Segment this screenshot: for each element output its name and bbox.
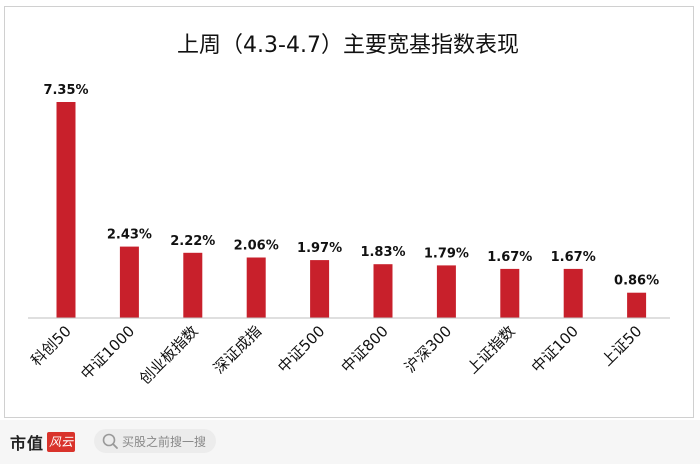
- bar-9: [627, 292, 647, 318]
- chart-frame: [4, 6, 694, 418]
- bar-2: [183, 252, 203, 318]
- bar-3: [246, 257, 266, 318]
- value-label-9: 0.86%: [614, 274, 659, 289]
- value-label-3: 2.06%: [234, 239, 279, 254]
- brand-logo[interactable]: 市值 风云: [10, 428, 76, 456]
- category-label-6: 沪深300: [401, 322, 455, 376]
- category-label-8: 中证100: [528, 322, 582, 376]
- category-label-1: 中证1000: [77, 322, 138, 383]
- bar-4: [310, 260, 330, 318]
- category-label-9: 上证50: [598, 322, 645, 369]
- bars-group: [56, 102, 647, 318]
- value-label-4: 1.97%: [297, 241, 342, 256]
- category-label-3: 深证成指: [210, 322, 265, 377]
- bar-8: [563, 268, 583, 318]
- brand-name: 市值: [10, 434, 45, 453]
- search-placeholder: 买股之前搜一搜: [122, 434, 207, 449]
- bar-1: [119, 246, 139, 318]
- category-label-0: 科创50: [27, 322, 74, 369]
- value-label-8: 1.67%: [551, 250, 596, 265]
- bar-7: [500, 268, 520, 318]
- category-label-5: 中证800: [338, 322, 392, 376]
- bar-6: [436, 265, 456, 318]
- value-label-6: 1.79%: [424, 246, 469, 261]
- search-box[interactable]: 买股之前搜一搜: [94, 429, 216, 453]
- value-label-2: 2.22%: [170, 234, 215, 249]
- category-label-2: 创业板指数: [136, 322, 202, 388]
- value-label-7: 1.67%: [487, 250, 532, 265]
- category-label-4: 中证500: [274, 322, 328, 376]
- value-label-0: 7.35%: [43, 83, 88, 98]
- value-labels-group: 7.35% 2.43% 2.22% 2.06% 1.97% 1.83% 1.79% 1.67%…: [43, 83, 659, 289]
- footer-bar: 市值 风云 买股之前搜一搜: [0, 420, 700, 464]
- search-icon: [102, 433, 118, 449]
- brand-seal: 风云: [47, 432, 76, 452]
- bar-5: [373, 264, 393, 318]
- value-label-5: 1.83%: [360, 245, 405, 260]
- bar-0: [56, 102, 76, 318]
- chart-title: 上周（4.3-4.7）主要宽基指数表现: [177, 33, 519, 58]
- category-label-7: 上证指数: [463, 322, 518, 377]
- value-label-1: 2.43%: [107, 228, 152, 243]
